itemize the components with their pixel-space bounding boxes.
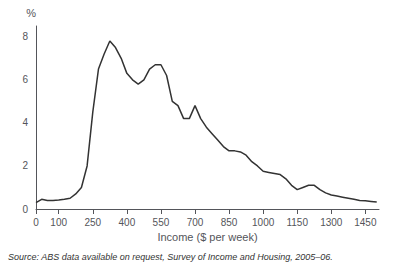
svg-text:700: 700 [187, 217, 204, 228]
svg-text:8: 8 [22, 31, 28, 42]
svg-text:100: 100 [50, 217, 67, 228]
svg-text:850: 850 [221, 217, 238, 228]
svg-text:4: 4 [22, 117, 28, 128]
svg-text:6: 6 [22, 74, 28, 85]
svg-text:550: 550 [153, 217, 170, 228]
svg-text:%: % [26, 7, 36, 19]
svg-text:1150: 1150 [286, 217, 308, 228]
svg-text:Source: ABS data available on: Source: ABS data available on request, S… [8, 252, 333, 262]
svg-text:2: 2 [22, 160, 28, 171]
svg-text:Income ($ per week): Income ($ per week) [157, 231, 257, 243]
svg-text:1450: 1450 [354, 217, 377, 228]
svg-text:1000: 1000 [252, 217, 275, 228]
svg-text:0: 0 [22, 204, 28, 215]
svg-text:400: 400 [119, 217, 136, 228]
svg-text:250: 250 [84, 217, 101, 228]
svg-text:1300: 1300 [320, 217, 343, 228]
svg-text:0: 0 [33, 217, 39, 228]
